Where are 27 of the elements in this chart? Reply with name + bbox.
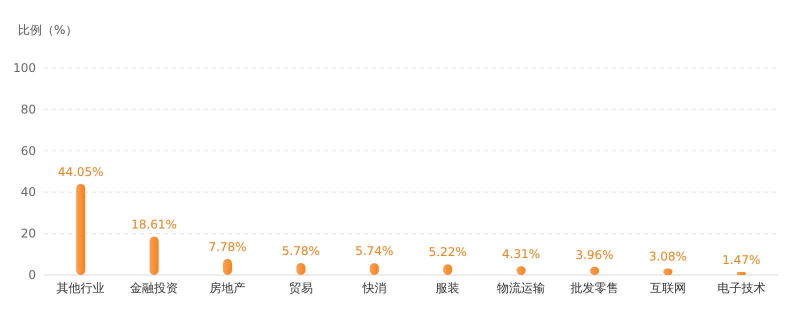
y-axis-title: 比例（%） [18,23,78,37]
y-tick-label: 0 [28,268,36,282]
data-label: 18.61% [131,217,177,232]
x-tick-label: 电子技术 [717,281,766,295]
x-tick-label: 快消 [361,281,386,295]
data-label: 1.47% [722,252,760,267]
x-tick-label: 房地产 [210,281,246,295]
data-label: 5.78% [282,244,320,258]
y-tick-label: 80 [20,102,36,116]
y-tick-label: 20 [20,226,36,241]
x-tick-label: 金融投资 [130,281,178,295]
x-tick-label: 批发零售 [570,281,618,295]
x-tick-label: 贸易 [288,281,313,295]
data-label: 3.96% [575,248,614,262]
data-label: 44.05% [58,164,104,179]
y-tick-label: 100 [13,61,36,75]
data-label: 3.08% [648,250,687,264]
y-tick-label: 40 [20,185,36,200]
y-tick-label: 60 [20,144,36,158]
data-label: 7.78% [208,240,247,254]
x-tick-label: 其他行业 [56,281,105,295]
x-tick-label: 物流运输 [497,281,546,295]
data-label: 5.22% [428,245,467,260]
data-label: 4.31% [502,247,540,262]
data-label: 5.74% [355,244,394,258]
x-tick-label: 服装 [436,281,460,295]
x-tick-label: 互联网 [650,281,686,295]
